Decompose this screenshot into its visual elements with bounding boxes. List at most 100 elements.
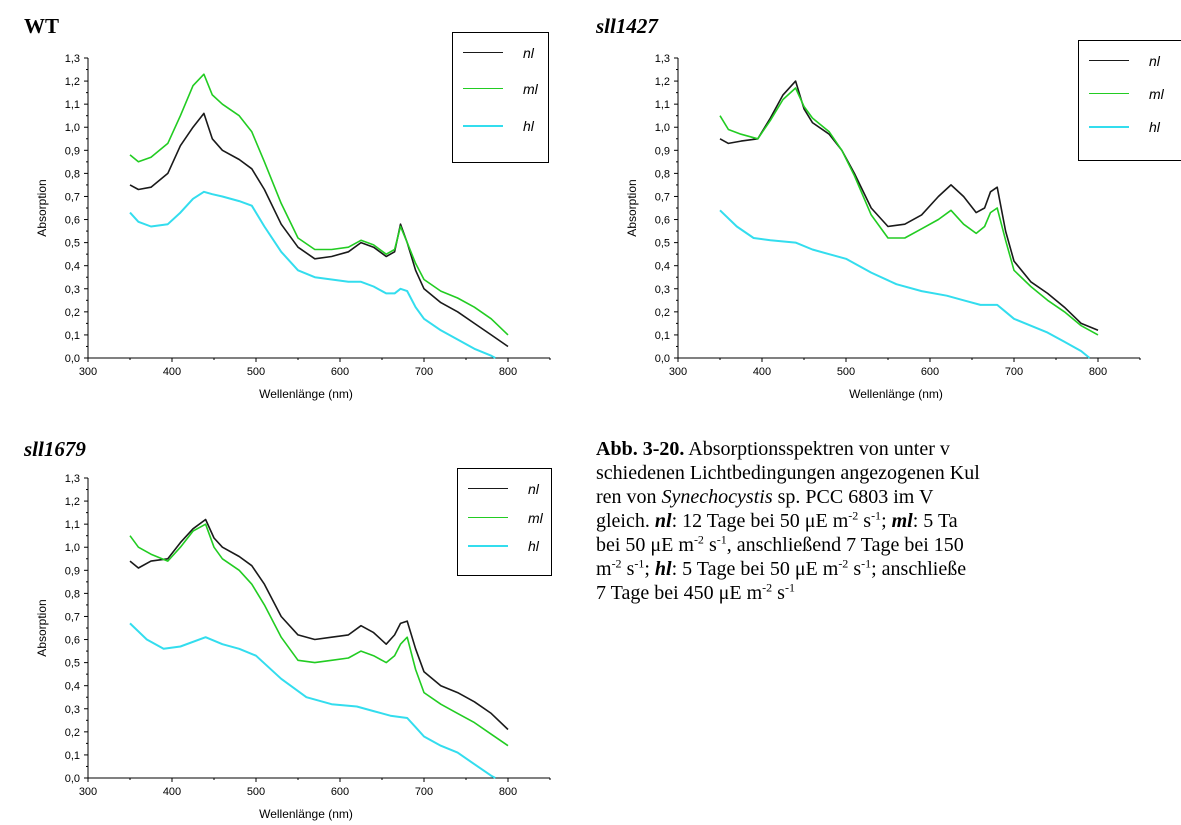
legend-swatch (468, 488, 508, 489)
chart-sll1679: 0,0 0,1 0,2 0,3 0,4 0,5 0,6 0,7 0,8 0,9 1,0 1,1 1,2 1… (35, 473, 551, 821)
caption-exponent: -2 (693, 532, 704, 547)
x-tick-label: 300 (669, 366, 687, 378)
y-tick-label: 1,3 (65, 53, 80, 65)
y-tick-label: 0,9 (65, 565, 80, 577)
y-tick-label: 1,2 (65, 76, 80, 88)
y-tick-label: 0,3 (655, 284, 670, 296)
panel-title-wt: WT (24, 14, 60, 38)
caption-key-nl: nl (654, 510, 672, 532)
legend-label: nl (528, 481, 539, 497)
y-tick-label: 0,5 (65, 238, 80, 250)
caption-text: s (703, 534, 717, 556)
caption-text: s (621, 558, 635, 580)
legend-label: hl (523, 117, 534, 134)
series-line-nl (719, 80, 1099, 332)
legend-label: ml (528, 509, 543, 526)
y-tick-label: 0,0 (655, 353, 670, 365)
caption-text: s (772, 582, 785, 604)
series-line-hl (129, 622, 496, 779)
legend-label: hl (1149, 119, 1160, 135)
caption-exponent: -1 (716, 532, 727, 547)
legend-sll1427: nl ml hl (1078, 40, 1181, 161)
caption-text: ; anschließe (871, 558, 967, 580)
caption-text: schiedenen Lichtbedingungen angezogenen … (596, 462, 980, 484)
series-line-hl (719, 209, 1091, 359)
caption-text: , anschließend 7 Tage bei 150 (726, 534, 964, 556)
caption-text: m (596, 558, 612, 580)
y-tick-label: 0,8 (65, 168, 80, 180)
y-tick-label: 1,2 (655, 76, 670, 88)
y-tick-label: 0,5 (655, 238, 670, 250)
y-tick-label: 0,1 (65, 330, 80, 342)
y-tick-label: 0,2 (655, 307, 670, 319)
caption-text: gleich. (596, 510, 655, 532)
x-tick-label: 400 (163, 366, 181, 378)
y-tick-label: 1,1 (65, 519, 80, 531)
legend-label: nl (523, 45, 534, 61)
y-tick-label: 0,9 (655, 145, 670, 157)
x-axis-label: Wellenlänge (nm) (259, 807, 353, 821)
y-tick-label: 0,3 (65, 284, 80, 296)
figure-caption: Abb. 3-20. Absorptionsspektren von unter… (596, 437, 1181, 605)
y-tick-label: 1,2 (65, 496, 80, 508)
legend-swatch (1089, 126, 1129, 128)
y-tick-label: 0,0 (65, 773, 80, 785)
x-tick-label: 700 (415, 786, 433, 798)
caption-text: ; (881, 510, 892, 532)
series-line-hl (129, 190, 496, 359)
y-tick-label: 0,5 (65, 658, 80, 670)
legend-item-hl: hl (458, 536, 551, 556)
legend-item-nl: nl (453, 43, 548, 63)
caption-text: sp. PCC 6803 im V (772, 486, 934, 508)
series-line-nl (129, 112, 509, 348)
chart-sll1427: 0,0 0,1 0,2 0,3 0,4 0,5 0,6 0,7 0,8 0,9 1,0 1,1 1,2 1… (625, 53, 1141, 401)
legend-swatch (468, 516, 508, 518)
y-axis-label: Absorption (35, 599, 49, 656)
x-tick-label: 500 (247, 786, 265, 798)
caption-exponent: -2 (762, 580, 773, 595)
legend-swatch (1089, 60, 1129, 61)
x-tick-label: 700 (415, 366, 433, 378)
x-tick-label: 300 (79, 786, 97, 798)
legend-label: hl (528, 538, 539, 555)
legend-item-ml: ml (1079, 84, 1181, 104)
x-tick-label: 800 (499, 366, 517, 378)
y-tick-label: 1,0 (65, 542, 80, 554)
series-line-ml (129, 73, 509, 336)
caption-exponent: -1 (871, 508, 882, 523)
legend-label: nl (1149, 53, 1160, 69)
x-tick-label: 700 (1005, 366, 1023, 378)
caption-exponent: -1 (861, 556, 872, 571)
series-line-ml (719, 87, 1099, 336)
caption-exponent: -2 (611, 556, 622, 571)
caption-exponent: -2 (838, 556, 849, 571)
y-tick-label: 0,8 (655, 168, 670, 180)
y-tick-label: 0,8 (65, 588, 80, 600)
caption-text: Absorptionsspektren von unter v (684, 438, 950, 460)
y-tick-label: 0,3 (65, 704, 80, 716)
y-tick-label: 0,0 (65, 353, 80, 365)
y-tick-label: 0,6 (65, 635, 80, 647)
x-axis-label: Wellenlänge (nm) (259, 387, 353, 401)
y-tick-label: 1,1 (655, 99, 670, 111)
caption-text: s (858, 510, 872, 532)
legend-swatch (1089, 93, 1129, 94)
x-axis-label: Wellenlänge (nm) (849, 387, 943, 401)
panel-title-text: sll1679 (24, 437, 86, 461)
caption-exponent: -1 (784, 580, 795, 595)
y-tick-label: 0,6 (65, 215, 80, 227)
panel-title-sll1679: sll1679 (24, 437, 86, 462)
y-tick-label: 1,3 (65, 473, 80, 485)
legend-item-ml: ml (458, 508, 551, 528)
x-tick-label: 400 (163, 786, 181, 798)
panel-title-text: sll1427 (596, 14, 658, 38)
caption-text: : 5 Ta (912, 510, 958, 532)
y-tick-label: 0,9 (65, 145, 80, 157)
y-tick-label: 0,6 (655, 215, 670, 227)
y-axis-label: Absorption (625, 179, 639, 236)
y-tick-label: 1,3 (655, 53, 670, 65)
caption-text: ren von (596, 486, 662, 508)
caption-organism: Synechocystis (661, 486, 773, 508)
caption-text: ; (644, 558, 655, 580)
y-tick-label: 0,2 (65, 727, 80, 739)
